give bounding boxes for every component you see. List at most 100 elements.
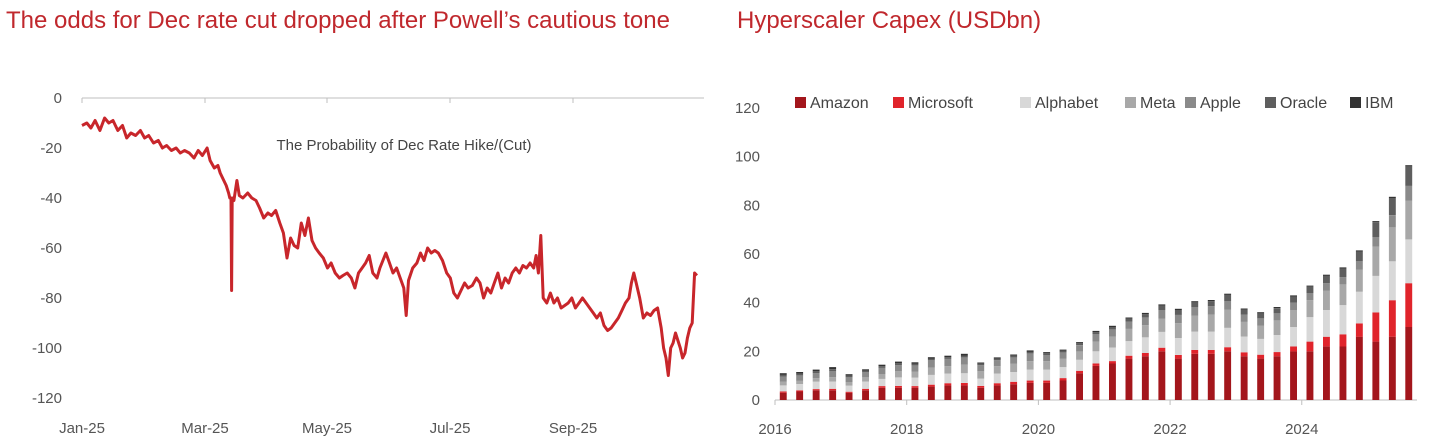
x-tick-label: Jul-25 xyxy=(430,420,471,437)
bar-segment-ibm xyxy=(1339,267,1347,269)
bar-segment-meta xyxy=(895,371,902,378)
bar-segment-alphabet xyxy=(812,381,820,390)
bar-segment-oracle xyxy=(829,369,837,371)
bar-segment-meta xyxy=(1290,310,1297,327)
bar-segment-oracle xyxy=(1109,327,1116,330)
bar-segment-meta xyxy=(1306,300,1314,318)
bar-segment-microsoft xyxy=(1405,283,1413,327)
bar-segment-ibm xyxy=(1355,250,1363,252)
bar-segment-microsoft xyxy=(1323,336,1330,347)
bar-segment-microsoft xyxy=(779,391,787,393)
bar-segment-oracle xyxy=(1158,305,1166,310)
bar-segment-oracle xyxy=(1240,309,1248,315)
bar-segment-meta xyxy=(1141,325,1149,338)
bar-segment-ibm xyxy=(911,362,919,364)
bar-segment-ibm xyxy=(1306,285,1314,287)
bar-segment-alphabet xyxy=(1158,331,1166,348)
bar-segment-oracle xyxy=(862,370,869,373)
bar-segment-alphabet xyxy=(862,381,869,389)
bar-segment-meta xyxy=(1043,361,1051,370)
bar-segment-microsoft xyxy=(1109,361,1116,364)
bar-segment-alphabet xyxy=(977,378,985,386)
bar-segment-apple xyxy=(1372,237,1380,247)
bar-segment-microsoft xyxy=(1306,341,1314,352)
bar-segment-meta xyxy=(1388,227,1396,262)
bar-segment-microsoft xyxy=(796,390,804,392)
bar-segment-ibm xyxy=(1257,312,1265,314)
bar-segment-meta xyxy=(993,366,1001,374)
bar-segment-microsoft xyxy=(1207,349,1215,354)
bar-segment-meta xyxy=(829,377,837,382)
legend-swatch-apple xyxy=(1185,97,1196,108)
bar-segment-microsoft xyxy=(1076,370,1083,374)
bar-segment-oracle xyxy=(960,355,968,358)
bar-segment-meta xyxy=(1191,315,1199,332)
bar-segment-meta xyxy=(1257,325,1265,339)
y-tick-label: 80 xyxy=(743,197,760,214)
bar-segment-oracle xyxy=(1043,353,1051,355)
bar-segment-alphabet xyxy=(1257,338,1265,355)
bar-segment-meta xyxy=(1076,351,1083,360)
bar-segment-meta xyxy=(1174,323,1182,338)
bar-segment-alphabet xyxy=(911,377,919,387)
bar-segment-apple xyxy=(1240,314,1248,322)
probability-line-series xyxy=(81,116,699,377)
bar-segment-microsoft xyxy=(862,388,869,391)
bar-segment-meta xyxy=(779,381,787,386)
bar-segment-ibm xyxy=(1224,293,1232,295)
bar-segment-apple xyxy=(977,365,985,372)
x-tick-label: 2018 xyxy=(890,421,923,438)
bar-segment-meta xyxy=(944,366,952,374)
bar-segment-microsoft xyxy=(895,385,902,388)
bar-segment-apple xyxy=(1174,314,1182,324)
bar-segment-alphabet xyxy=(1059,367,1067,379)
legend-label-microsoft: Microsoft xyxy=(908,95,973,112)
y-tick-label: -20 xyxy=(40,140,62,157)
y-tick-label: 20 xyxy=(743,343,760,360)
bar-segment-apple xyxy=(862,372,869,378)
bar-segment-apple xyxy=(1323,283,1330,291)
bar-segment-apple xyxy=(911,365,919,372)
legend-swatch-oracle xyxy=(1265,97,1276,108)
bar-segment-amazon xyxy=(1388,336,1396,400)
bar-segment-alphabet xyxy=(1076,359,1083,371)
bar-segment-oracle xyxy=(1388,198,1396,215)
y-tick-label: -100 xyxy=(32,340,62,357)
bar-segment-meta xyxy=(960,364,968,374)
bar-segment-microsoft xyxy=(1092,363,1100,366)
bar-segment-microsoft xyxy=(1026,380,1034,383)
bar-segment-ibm xyxy=(1109,325,1116,327)
bar-segment-amazon xyxy=(1372,341,1380,400)
bar-segment-ibm xyxy=(796,372,804,374)
bar-segment-oracle xyxy=(1191,302,1199,308)
bar-segment-microsoft xyxy=(1240,352,1248,357)
bar-segment-ibm xyxy=(1372,221,1380,223)
bar-segment-microsoft xyxy=(829,388,837,391)
bar-segment-oracle xyxy=(977,363,985,366)
chart-annotation: The Probability of Dec Rate Hike/(Cut) xyxy=(276,137,531,154)
y-tick-label: 60 xyxy=(743,246,760,263)
bar-segment-amazon xyxy=(895,387,902,400)
bar-segment-amazon xyxy=(1207,353,1215,400)
bar-segment-amazon xyxy=(1257,358,1265,400)
bar-segment-meta xyxy=(878,374,886,379)
legend-swatch-ibm xyxy=(1350,97,1361,108)
x-tick-label: May-25 xyxy=(302,420,352,437)
bar-segment-microsoft xyxy=(1191,349,1199,354)
y-tick-label: 40 xyxy=(743,295,760,312)
bar-segment-amazon xyxy=(1306,351,1314,400)
bar-segment-ibm xyxy=(1158,304,1166,306)
bar-segment-alphabet xyxy=(960,373,968,383)
bar-segment-oracle xyxy=(927,358,935,361)
bar-segment-oracle xyxy=(1174,310,1182,315)
x-tick-label: 2016 xyxy=(758,421,791,438)
bar-segment-meta xyxy=(862,377,869,382)
bar-segment-ibm xyxy=(1076,342,1083,344)
bar-segment-apple xyxy=(960,357,968,365)
y-tick-label: 0 xyxy=(54,90,62,107)
bar-segment-ibm xyxy=(1174,308,1182,310)
bar-segment-amazon xyxy=(1240,356,1248,400)
bar-segment-amazon xyxy=(1224,351,1232,400)
y-tick-label: 120 xyxy=(735,100,760,117)
bar-segment-alphabet xyxy=(1043,369,1051,381)
